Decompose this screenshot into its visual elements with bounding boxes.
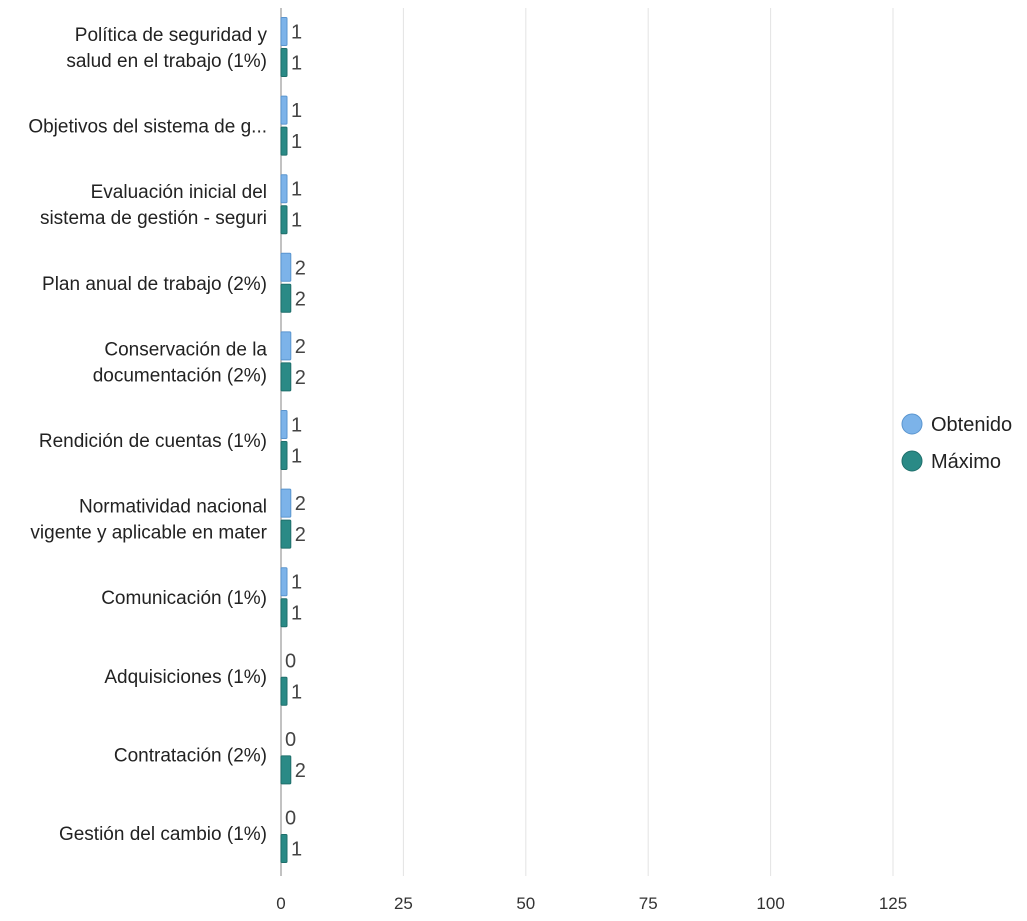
category-label: Evaluación inicial del: [91, 182, 267, 203]
bar-maximo: [280, 126, 288, 156]
value-labels: 1 1 1 1 1 1 2 2 2 2 1 1 2 2 1 1 0 1 0 2 0 1: [285, 22, 306, 861]
x-tick-label: 75: [639, 894, 658, 913]
bar-maximo: [280, 519, 292, 549]
category-label: Objetivos del sistema de g...: [28, 117, 267, 138]
value-label: 1: [291, 22, 302, 44]
gridlines: [280, 8, 894, 876]
category-labels: Política de seguridad y salud en el traba…: [28, 25, 267, 845]
x-tick-label: 0: [276, 894, 285, 913]
legend-swatch: [901, 450, 923, 472]
bar-maximo: [280, 283, 292, 313]
bar-obtenido: [280, 410, 288, 439]
value-label: 1: [291, 572, 302, 594]
value-label: 1: [291, 839, 302, 861]
value-label: 2: [295, 288, 306, 310]
legend-label: Máximo: [931, 451, 1001, 473]
value-label: 2: [295, 493, 306, 515]
value-label: 0: [285, 729, 296, 751]
value-label: 0: [285, 650, 296, 672]
category-label: vigente y aplicable en mater: [30, 523, 267, 544]
category-label: sistema de gestión - seguri: [40, 208, 267, 229]
x-tick-label: 25: [394, 894, 413, 913]
bar-obtenido: [280, 488, 292, 518]
category-label: Conservación de la: [104, 339, 267, 360]
bar-maximo: [280, 676, 288, 706]
legend-swatch: [901, 413, 923, 435]
bar-obtenido: [280, 331, 292, 361]
value-label: 1: [291, 603, 302, 625]
bar-obtenido: [280, 95, 288, 125]
category-label: Contratación (2%): [114, 745, 267, 766]
value-label: 2: [295, 524, 306, 546]
value-label: 1: [291, 210, 302, 232]
x-tick-label: 50: [516, 894, 535, 913]
bars: [280, 17, 292, 863]
legend-label: Obtenido: [931, 414, 1012, 436]
value-label: 1: [291, 53, 302, 75]
category-label: Adquisiciones (1%): [104, 667, 267, 688]
value-label: 1: [291, 100, 302, 122]
bar-maximo: [280, 834, 288, 863]
value-label: 1: [291, 131, 302, 153]
value-label: 1: [291, 681, 302, 703]
value-label: 0: [285, 808, 296, 830]
bar-obtenido: [280, 174, 288, 204]
value-label: 2: [295, 760, 306, 782]
bar-maximo: [280, 598, 288, 628]
value-label: 1: [291, 446, 302, 468]
x-tick-label: 100: [756, 894, 784, 913]
bar-maximo: [280, 755, 292, 785]
value-label: 2: [295, 257, 306, 279]
bar-obtenido: [280, 567, 288, 597]
category-label: Comunicación (1%): [101, 588, 267, 609]
legend: Obtenido Máximo: [901, 413, 1012, 473]
x-axis-ticks: 0 25 50 75 100 125: [276, 894, 907, 913]
category-label: salud en el trabajo (1%): [66, 51, 267, 72]
bar-maximo: [280, 362, 292, 392]
category-label: Política de seguridad y: [75, 25, 268, 46]
category-label: Gestión del cambio (1%): [59, 824, 267, 845]
value-label: 2: [295, 336, 306, 358]
bar-maximo: [280, 441, 288, 470]
category-label: Plan anual de trabajo (2%): [42, 274, 267, 295]
value-label: 1: [291, 179, 302, 201]
category-label: Normatividad nacional: [79, 497, 267, 518]
category-label: Rendición de cuentas (1%): [39, 431, 267, 452]
bar-obtenido: [280, 252, 292, 282]
bar-obtenido: [280, 17, 288, 46]
bar-maximo: [280, 48, 288, 77]
value-label: 2: [295, 367, 306, 389]
category-label: documentación (2%): [93, 365, 267, 386]
value-label: 1: [291, 415, 302, 437]
bar-maximo: [280, 205, 288, 235]
x-tick-label: 125: [879, 894, 907, 913]
